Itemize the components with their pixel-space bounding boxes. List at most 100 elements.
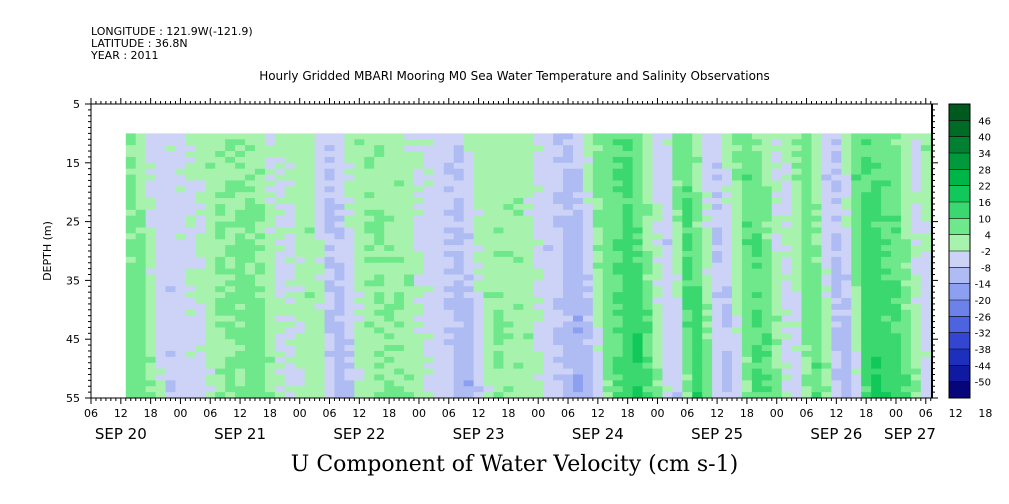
heatmap-cell xyxy=(662,156,673,164)
heatmap-cell xyxy=(135,192,147,199)
heatmap-cell xyxy=(871,251,882,258)
heatmap-cell xyxy=(682,292,693,299)
heatmap-cell xyxy=(712,203,723,211)
heatmap-cell xyxy=(473,392,485,398)
heatmap-cell xyxy=(553,251,564,258)
heatmap-cell xyxy=(682,327,693,334)
heatmap-cell xyxy=(801,380,813,387)
heatmap-cell xyxy=(324,245,336,252)
heatmap-cell xyxy=(841,280,852,287)
heatmap-cell xyxy=(135,303,147,311)
heatmap-cell xyxy=(264,392,276,398)
heatmap-cell xyxy=(592,350,604,358)
heatmap-cell xyxy=(463,262,475,270)
heatmap-cell xyxy=(712,198,723,205)
heatmap-cell xyxy=(274,233,286,240)
heatmap-cell xyxy=(851,350,862,358)
heatmap-cell xyxy=(473,151,485,158)
heatmap-cell xyxy=(841,392,852,398)
heatmap-cell xyxy=(463,245,475,252)
heatmap-cell xyxy=(761,303,773,311)
heatmap-cell xyxy=(543,239,554,246)
heatmap-cell xyxy=(284,339,296,346)
heatmap-cell xyxy=(394,203,405,211)
heatmap-cell xyxy=(443,386,455,393)
colorbar-label: -2 xyxy=(981,247,991,258)
heatmap-cell xyxy=(602,180,614,187)
heatmap-cell xyxy=(225,209,236,217)
heatmap-cell xyxy=(831,262,842,270)
heatmap-cell xyxy=(712,151,723,158)
heatmap-cell xyxy=(572,303,584,311)
heatmap-cell xyxy=(761,209,773,217)
heatmap-cell xyxy=(394,339,405,346)
heatmap-cell xyxy=(920,133,932,140)
heatmap-cell xyxy=(612,233,624,240)
heatmap-cell xyxy=(533,156,544,164)
heatmap-cell xyxy=(304,227,316,234)
heatmap-cell xyxy=(771,192,783,199)
heatmap-cell xyxy=(125,392,137,398)
heatmap-cell xyxy=(771,280,783,287)
heatmap-cell xyxy=(572,233,584,240)
heatmap-cell xyxy=(334,368,346,375)
heatmap-cell xyxy=(304,345,316,352)
heatmap-cell xyxy=(662,198,673,205)
heatmap-cell xyxy=(433,186,445,193)
heatmap-cell xyxy=(553,345,564,352)
heatmap-cell xyxy=(910,186,922,193)
heatmap-cell xyxy=(871,139,882,146)
heatmap-cell xyxy=(125,327,137,334)
heatmap-cell xyxy=(175,203,187,211)
heatmap-cell xyxy=(543,386,554,393)
heatmap-cell xyxy=(274,256,286,264)
y-tick-label: 15 xyxy=(66,157,80,170)
heatmap-cell xyxy=(811,380,823,387)
heatmap-cell xyxy=(821,245,832,252)
colorbar-swatch xyxy=(949,136,970,154)
heatmap-cell xyxy=(871,292,882,299)
heatmap-cell xyxy=(582,239,594,246)
heatmap-cell xyxy=(175,368,187,375)
heatmap-cell xyxy=(572,286,584,293)
heatmap-cell xyxy=(185,227,196,234)
heatmap-cell xyxy=(513,139,524,146)
x-hour-label: 18 xyxy=(263,407,277,420)
heatmap-cell xyxy=(682,239,693,246)
heatmap-cell xyxy=(384,198,395,205)
heatmap-cell xyxy=(503,303,514,311)
heatmap-cell xyxy=(712,262,723,270)
heatmap-cell xyxy=(642,309,654,317)
heatmap-cell xyxy=(324,180,336,187)
heatmap-cell xyxy=(334,256,346,264)
heatmap-cell xyxy=(732,315,743,323)
heatmap-cell xyxy=(394,280,405,287)
heatmap-cell xyxy=(533,174,544,181)
heatmap-cell xyxy=(344,156,355,164)
heatmap-cell xyxy=(851,145,862,152)
heatmap-cell xyxy=(920,374,932,381)
heatmap-cell xyxy=(205,362,216,370)
heatmap-cell xyxy=(920,368,932,375)
heatmap-cell xyxy=(553,333,564,340)
heatmap-cell xyxy=(563,256,574,264)
heatmap-cell xyxy=(582,374,594,381)
heatmap-cell xyxy=(533,368,544,375)
heatmap-cell xyxy=(642,386,654,393)
heatmap-cell xyxy=(702,333,713,340)
heatmap-cell xyxy=(831,321,842,328)
heatmap-cell xyxy=(900,262,912,270)
heatmap-cell xyxy=(225,298,236,305)
heatmap-cell xyxy=(314,392,326,398)
heatmap-cell xyxy=(324,215,336,223)
heatmap-cell xyxy=(791,198,803,205)
heatmap-cell xyxy=(801,203,813,211)
heatmap-cell xyxy=(652,192,664,199)
heatmap-cell xyxy=(910,262,922,270)
heatmap-cell xyxy=(413,186,425,193)
heatmap-cell xyxy=(861,151,872,158)
heatmap-cell xyxy=(672,209,683,217)
heatmap-cell xyxy=(900,168,912,176)
heatmap-cell xyxy=(145,168,157,176)
heatmap-cell xyxy=(225,156,236,164)
